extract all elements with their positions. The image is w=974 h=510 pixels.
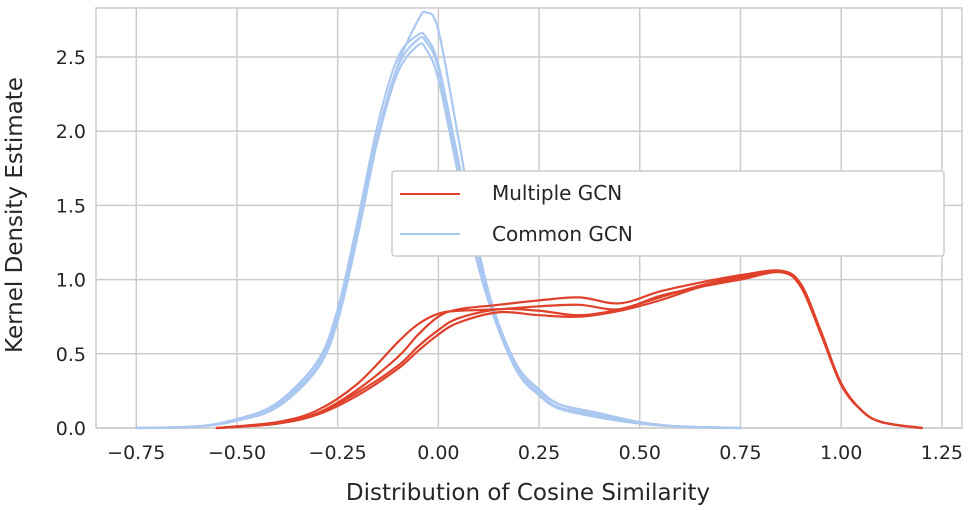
legend-box: [391, 170, 945, 257]
legend-label-common-gcn: Common GCN: [492, 222, 633, 246]
series-line-common-gcn-3: [135, 10, 742, 430]
legend: Multiple GCN Common GCN: [391, 170, 945, 257]
x-tick-label: −0.50: [208, 442, 266, 464]
legend-label-multiple-gcn: Multiple GCN: [492, 181, 622, 205]
x-axis-ticks: −0.75 −0.50 −0.25 0.00 0.25 0.50 0.75 1.00 1.25: [107, 442, 963, 464]
x-tick-label: 0.25: [518, 442, 560, 464]
y-tick-label: 2.0: [56, 121, 86, 143]
series-line-multiple-gcn-7: [215, 269, 923, 430]
series-line-multiple-gcn-5: [215, 270, 923, 430]
y-tick-label: 0.5: [56, 344, 86, 366]
x-axis-title: Distribution of Cosine Similarity: [346, 480, 710, 506]
y-tick-label: 1.5: [56, 195, 86, 217]
y-tick-label: 1.0: [56, 270, 86, 292]
series-line-common-gcn-2: [135, 42, 742, 430]
y-tick-label: 0.0: [56, 418, 86, 440]
series-line-multiple-gcn-6: [215, 270, 923, 430]
series-layer: [135, 10, 923, 430]
y-tick-label: 2.5: [56, 47, 86, 69]
series-line-multiple-gcn-4: [215, 269, 923, 430]
y-axis-title: Kernel Density Estimate: [2, 77, 28, 353]
x-tick-label: 1.25: [921, 442, 963, 464]
x-tick-label: 0.00: [417, 442, 459, 464]
y-axis-ticks: 0.0 0.5 1.0 1.5 2.0 2.5: [56, 47, 86, 440]
x-tick-label: −0.25: [309, 442, 367, 464]
x-tick-label: 1.00: [820, 442, 862, 464]
series-line-common-gcn-1: [135, 35, 742, 430]
x-tick-label: 0.50: [619, 442, 661, 464]
x-tick-label: 0.75: [719, 442, 761, 464]
x-tick-label: −0.75: [107, 442, 165, 464]
